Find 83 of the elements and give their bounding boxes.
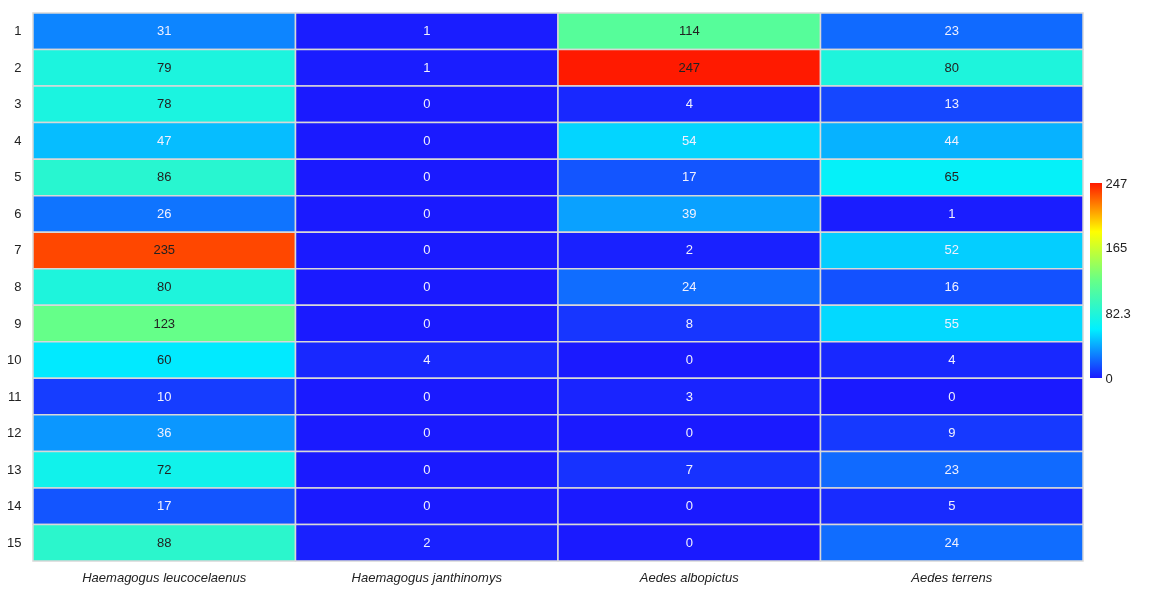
data-label: 0 [423, 461, 431, 477]
data-label: 0 [423, 96, 431, 112]
data-label: 3 [685, 388, 693, 404]
data-label: 26 [157, 205, 172, 221]
data-label: 79 [157, 59, 172, 75]
y-tick-label: 2 [14, 59, 22, 75]
data-label: 4 [685, 96, 693, 112]
y-tick-label: 15 [7, 534, 22, 550]
data-label: 8 [685, 315, 693, 331]
data-label: 1 [423, 59, 431, 75]
data-label: 31 [157, 23, 172, 39]
y-tick-label: 6 [14, 205, 22, 221]
data-label: 0 [423, 205, 431, 221]
data-label: 0 [685, 352, 693, 368]
data-label: 0 [423, 169, 431, 185]
data-label: 78 [157, 96, 172, 112]
y-tick-label: 14 [7, 498, 22, 514]
data-label: 80 [944, 59, 959, 75]
x-tick-label: Aedes albopictus [638, 569, 740, 585]
data-label: 80 [157, 279, 172, 294]
data-label: 4 [948, 352, 956, 368]
data-label: 123 [153, 315, 176, 331]
y-tick-label: 9 [14, 315, 22, 331]
data-label: 17 [682, 169, 697, 185]
data-label: 52 [944, 242, 959, 258]
data-label: 0 [423, 498, 431, 514]
data-label: 16 [944, 279, 959, 294]
data-label: 235 [153, 242, 176, 258]
data-label: 65 [944, 169, 959, 185]
y-tick-label: 12 [7, 425, 22, 441]
data-label: 72 [157, 461, 172, 477]
data-label: 23 [944, 461, 959, 477]
data-label: 24 [682, 279, 697, 294]
data-label: 0 [423, 388, 431, 404]
data-label: 2 [423, 534, 431, 550]
data-label: 39 [682, 205, 697, 221]
y-tick-label: 10 [7, 352, 22, 368]
data-label: 0 [685, 498, 693, 514]
data-label: 54 [682, 132, 697, 148]
data-label: 47 [157, 132, 172, 148]
data-label: 1 [423, 23, 431, 39]
x-tick-label: Haemagogus leucocelaenus [82, 569, 247, 585]
y-tick-label: 4 [14, 132, 22, 148]
y-tick-label: 5 [14, 169, 22, 185]
y-tick-label: 1 [14, 23, 22, 39]
data-label: 36 [157, 425, 172, 441]
color-bar-label: 82.3 [1105, 305, 1131, 321]
data-label: 0 [423, 242, 431, 258]
data-label: 0 [423, 425, 431, 441]
color-bar-label: 165 [1105, 240, 1128, 256]
data-label: 0 [948, 388, 956, 404]
x-tick-label: Haemagogus janthinomys [351, 569, 503, 585]
y-tick-label: 11 [8, 388, 22, 404]
data-label: 55 [944, 315, 959, 331]
data-label: 24 [944, 534, 959, 550]
data-label: 2 [685, 242, 693, 258]
data-label: 9 [948, 425, 956, 441]
data-label: 60 [157, 352, 172, 368]
data-label: 44 [944, 132, 959, 148]
data-label: 0 [423, 315, 431, 331]
data-label: 86 [157, 169, 172, 185]
data-label: 7 [685, 461, 693, 477]
x-tick-label: Aedes terrens [910, 569, 993, 585]
data-label: 88 [157, 534, 172, 550]
data-label: 4 [423, 352, 431, 368]
data-label: 0 [685, 534, 693, 550]
data-label: 5 [948, 498, 956, 514]
color-bar-label: 0 [1105, 370, 1113, 386]
data-label: 114 [678, 23, 700, 39]
data-label: 10 [157, 388, 172, 404]
data-label: 0 [685, 425, 693, 441]
data-label: 0 [423, 279, 431, 294]
data-label: 1 [948, 205, 956, 221]
color-bar-label: 247 [1105, 175, 1128, 191]
data-label: 247 [678, 59, 701, 75]
y-tick-label: 13 [7, 461, 22, 477]
data-label: 17 [157, 498, 172, 514]
y-tick-label: 7 [14, 242, 22, 258]
y-tick-label: 8 [14, 279, 22, 294]
data-label: 0 [423, 132, 431, 148]
data-label: 23 [944, 23, 959, 39]
y-tick-label: 3 [14, 96, 22, 112]
data-label: 13 [944, 96, 959, 112]
